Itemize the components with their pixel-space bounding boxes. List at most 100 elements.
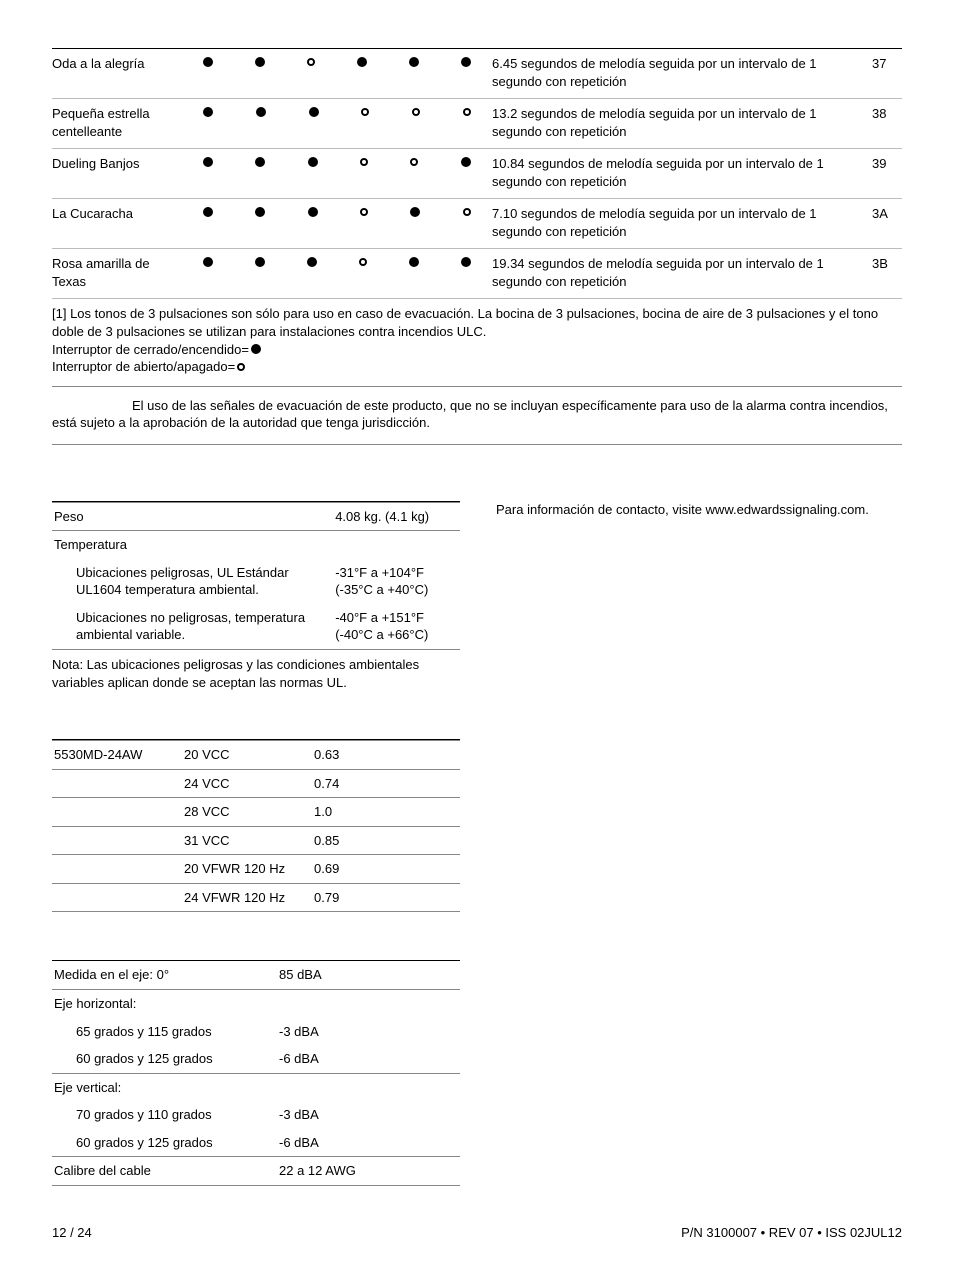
melody-description: 6.45 segundos de melodía seguida por un … — [492, 55, 872, 90]
melody-code: 37 — [872, 55, 902, 73]
v-label: Eje vertical: — [52, 1073, 460, 1101]
open-dot-icon — [237, 363, 245, 371]
h-label: Eje horizontal: — [52, 989, 460, 1017]
filled-dot-icon — [308, 157, 318, 167]
spec-table: Peso 4.08 kg. (4.1 kg) Temperatura Ubica… — [52, 501, 460, 650]
open-dot-icon — [307, 58, 315, 66]
temp-label: Temperatura — [52, 531, 460, 559]
wire-value: 22 a 12 AWG — [277, 1157, 460, 1186]
revision-info: P/N 3100007 • REV 07 • ISS 02JUL12 — [681, 1224, 902, 1242]
open-dot-icon — [463, 108, 471, 116]
h1-label: 65 grados y 115 grados — [52, 1018, 277, 1046]
spec-note: Nota: Las ubicaciones peligrosas y las c… — [52, 656, 460, 691]
filled-dot-icon — [410, 207, 420, 217]
melody-description: 7.10 segundos de melodía seguida por un … — [492, 205, 872, 240]
table-row: 5530MD-24AW20 VCC0.63 — [52, 741, 460, 770]
filled-dot-icon — [357, 57, 367, 67]
open-dot-icon — [359, 258, 367, 266]
filled-dot-icon — [409, 57, 419, 67]
melody-description: 10.84 segundos de melodía seguida por un… — [492, 155, 872, 190]
melody-code: 3A — [872, 205, 902, 223]
dip-switch-pattern — [182, 105, 492, 117]
filled-dot-icon — [255, 57, 265, 67]
h1-value: -3 dBA — [277, 1018, 460, 1046]
voltage-cell: 24 VFWR 120 Hz — [182, 883, 312, 912]
h2-label: 60 grados y 125 grados — [52, 1045, 277, 1073]
weight-label: Peso — [52, 502, 333, 531]
voltage-cell: 28 VCC — [182, 798, 312, 827]
melody-code: 3B — [872, 255, 902, 273]
axis-value: 85 dBA — [277, 961, 460, 989]
filled-dot-icon — [255, 157, 265, 167]
nonhaz-value: -40°F a +151°F (-40°C a +66°C) — [333, 604, 460, 650]
filled-dot-icon — [461, 257, 471, 267]
filled-dot-icon — [309, 107, 319, 117]
voltage-cell: 24 VCC — [182, 769, 312, 798]
table-row: 20 VFWR 120 Hz0.69 — [52, 855, 460, 884]
table-row: Oda a la alegría 6.45 segundos de melodía… — [52, 49, 902, 99]
melody-description: 13.2 segundos de melodía seguida por un … — [492, 105, 872, 140]
dip-switch-pattern — [182, 55, 492, 67]
filled-dot-icon — [307, 257, 317, 267]
filled-dot-icon — [308, 207, 318, 217]
current-cell: 0.79 — [312, 883, 460, 912]
v2-label: 60 grados y 125 grados — [52, 1129, 277, 1157]
dip-switch-pattern — [182, 155, 492, 167]
melody-table: Oda a la alegría 6.45 segundos de melodía… — [52, 49, 902, 299]
haz-value: -31°F a +104°F (-35°C a +40°C) — [333, 559, 460, 604]
current-cell: 0.85 — [312, 826, 460, 855]
current-cell: 0.69 — [312, 855, 460, 884]
table-row: 24 VFWR 120 Hz0.79 — [52, 883, 460, 912]
melody-name: Pequeña estrella centelleante — [52, 105, 182, 140]
dip-switch-pattern — [182, 205, 492, 217]
filled-dot-icon — [409, 257, 419, 267]
model-cell — [52, 855, 182, 884]
filled-dot-icon — [256, 107, 266, 117]
v2-value: -6 dBA — [277, 1129, 460, 1157]
voltage-cell: 20 VFWR 120 Hz — [182, 855, 312, 884]
filled-dot-icon — [255, 207, 265, 217]
notice-text: El uso de las señales de evacuación de e… — [52, 397, 902, 432]
legend-off-text: Interruptor de abierto/apagado= — [52, 358, 235, 376]
table-row: Dueling Banjos10.84 segundos de melodía … — [52, 149, 902, 199]
model-cell — [52, 826, 182, 855]
page-footer: 12 / 24 P/N 3100007 • REV 07 • ISS 02JUL… — [52, 1224, 902, 1242]
legend-on: Interruptor de cerrado/encendido= — [52, 341, 902, 359]
model-cell — [52, 769, 182, 798]
open-dot-icon — [412, 108, 420, 116]
filled-dot-icon — [203, 107, 213, 117]
table-row: La Cucaracha7.10 segundos de melodía seg… — [52, 199, 902, 249]
dip-switch-pattern — [182, 255, 492, 267]
table-row: 24 VCC0.74 — [52, 769, 460, 798]
open-dot-icon — [463, 208, 471, 216]
melody-description: 19.34 segundos de melodía seguida por un… — [492, 255, 872, 290]
notice-box: El uso de las señales de evacuación de e… — [52, 386, 902, 445]
filled-dot-icon — [203, 257, 213, 267]
footnote: [1] Los tonos de 3 pulsaciones son sólo … — [52, 305, 902, 340]
table-row: Pequeña estrella centelleante 13.2 segund… — [52, 99, 902, 149]
weight-value: 4.08 kg. (4.1 kg) — [333, 502, 460, 531]
contact-info: Para información de contacto, visite www… — [496, 501, 902, 519]
table-row: 31 VCC0.85 — [52, 826, 460, 855]
model-cell — [52, 798, 182, 827]
voltage-cell: 20 VCC — [182, 741, 312, 770]
filled-dot-icon — [203, 207, 213, 217]
filled-dot-icon — [461, 57, 471, 67]
legend-off: Interruptor de abierto/apagado= — [52, 358, 902, 376]
legend-on-text: Interruptor de cerrado/encendido= — [52, 341, 249, 359]
page-number: 12 / 24 — [52, 1224, 92, 1242]
open-dot-icon — [361, 108, 369, 116]
current-cell: 0.63 — [312, 741, 460, 770]
voltage-cell: 31 VCC — [182, 826, 312, 855]
v1-value: -3 dBA — [277, 1101, 460, 1129]
melody-name: Rosa amarilla de Texas — [52, 255, 182, 290]
filled-dot-icon — [203, 157, 213, 167]
filled-dot-icon — [255, 257, 265, 267]
current-cell: 0.74 — [312, 769, 460, 798]
current-cell: 1.0 — [312, 798, 460, 827]
filled-dot-icon — [251, 344, 261, 354]
h2-value: -6 dBA — [277, 1045, 460, 1073]
melody-name: Oda a la alegría — [52, 55, 182, 73]
filled-dot-icon — [461, 157, 471, 167]
model-cell — [52, 883, 182, 912]
